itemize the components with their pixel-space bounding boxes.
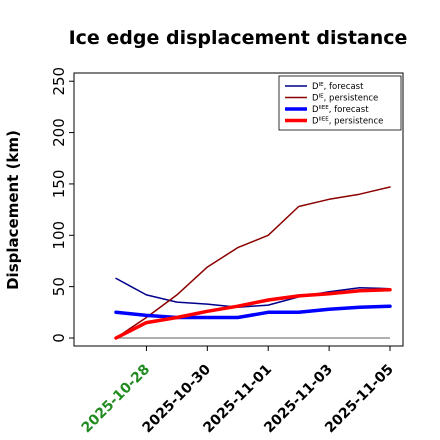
series-line-2 (115, 186, 391, 339)
series-line-4 (114, 287, 392, 340)
y-tick-label: 50 (50, 277, 68, 296)
y-tick-label: 100 (50, 221, 68, 250)
series-line-1 (115, 277, 391, 308)
series-lines (114, 186, 392, 340)
y-tick-label: 200 (50, 118, 68, 147)
series-line-3 (114, 304, 392, 320)
legend-label: DIE, persistence (312, 94, 378, 104)
x-axis: 2025-10-282025-10-302025-11-012025-11-03… (79, 346, 397, 436)
y-tick-label: 250 (50, 67, 68, 96)
legend-label: DIE, forecast (312, 82, 364, 92)
y-axis: 0 50 100 150 200 250 (50, 67, 74, 343)
y-tick-label: 0 (50, 333, 68, 343)
plot-area-frame (73, 72, 404, 347)
y-tick-label: 150 (50, 170, 68, 199)
legend-label: DIIEE, forecast (312, 105, 369, 115)
legend-label: DIIEE, persistence (312, 117, 383, 127)
chart-title: Ice edge displacement distance (69, 27, 408, 49)
y-axis-label: Displacement (km) (4, 130, 22, 290)
